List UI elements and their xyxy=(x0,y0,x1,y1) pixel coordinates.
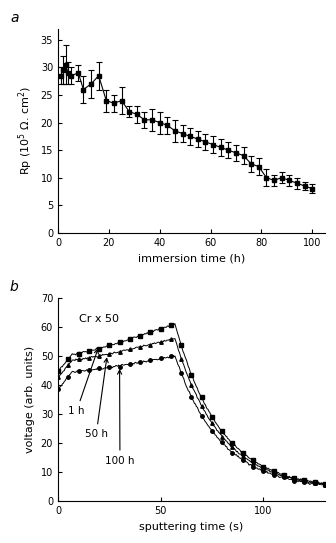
Y-axis label: Rp (10$^5$ Ω. cm$^2$): Rp (10$^5$ Ω. cm$^2$) xyxy=(16,86,35,175)
Y-axis label: voltage (arb. units): voltage (arb. units) xyxy=(25,346,35,453)
Text: 1 h: 1 h xyxy=(68,350,98,416)
Text: 100 h: 100 h xyxy=(105,370,135,465)
X-axis label: immersion time (h): immersion time (h) xyxy=(138,253,245,263)
X-axis label: sputtering time (s): sputtering time (s) xyxy=(139,522,244,532)
Text: b: b xyxy=(10,280,19,294)
Text: Cr x 50: Cr x 50 xyxy=(79,314,119,324)
Text: a: a xyxy=(10,11,18,25)
Text: 50 h: 50 h xyxy=(85,358,108,439)
